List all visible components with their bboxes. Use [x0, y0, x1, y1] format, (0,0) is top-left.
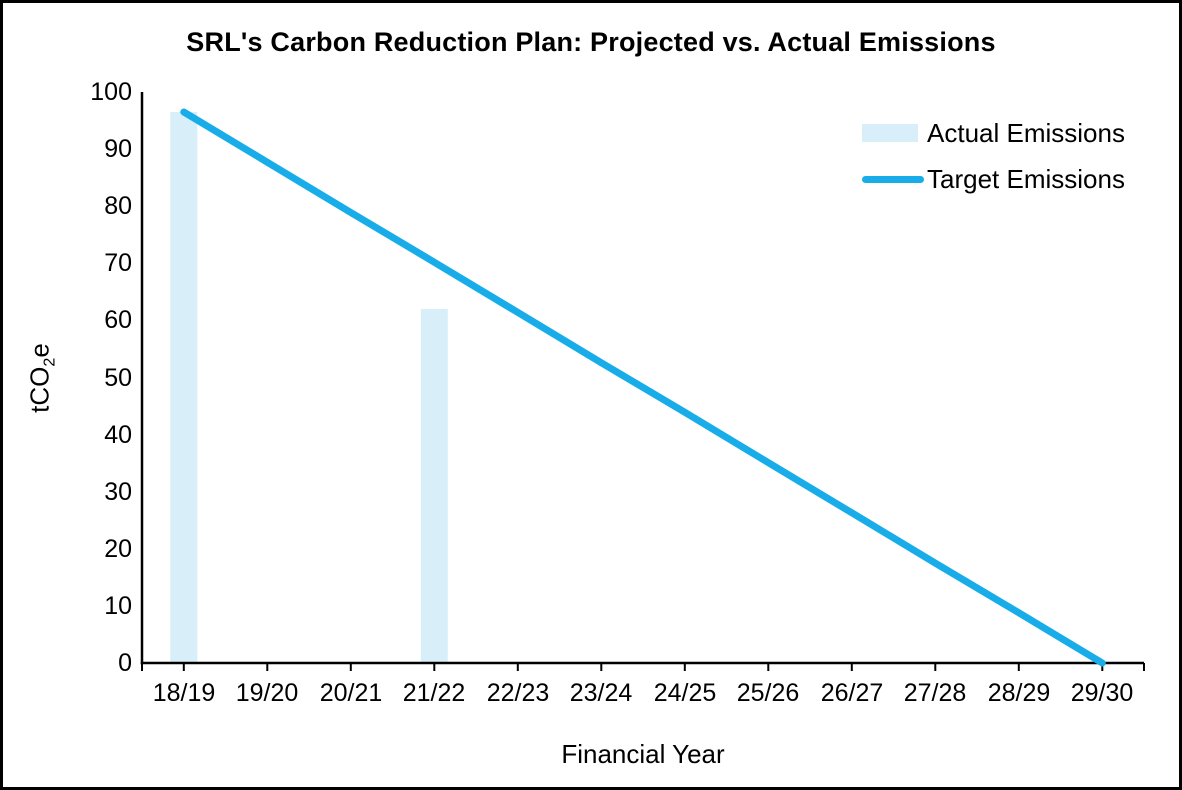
legend-label-actual-emissions: Actual Emissions: [927, 117, 1125, 148]
x-axis-tick-label: 18/19: [152, 679, 216, 707]
x-axis-tick-label: 21/22: [402, 679, 466, 707]
x-axis-tick-label: 19/20: [235, 679, 299, 707]
y-axis-title-text: tCO: [24, 366, 55, 413]
x-axis-tick-label: 26/27: [820, 679, 884, 707]
y-axis-tick-label: 50: [104, 364, 132, 392]
x-axis-title: Financial Year: [561, 739, 725, 769]
actual-emissions-bar: [420, 309, 448, 663]
y-axis-tick-label: 0: [118, 649, 132, 677]
legend-item-actual-emissions: Actual Emissions: [862, 118, 1125, 148]
legend: Actual Emissions Target Emissions: [862, 118, 1125, 194]
x-axis-tick-label: 24/25: [653, 679, 717, 707]
legend-label-target-emissions: Target Emissions: [927, 163, 1125, 194]
y-axis-title: tCO2e: [24, 343, 59, 413]
y-axis-title-subscript: 2: [40, 357, 59, 367]
y-axis-tick-label: 70: [104, 249, 132, 277]
x-axis-tick-label: 28/29: [987, 679, 1051, 707]
x-axis-tick-label: 29/30: [1070, 679, 1134, 707]
target-emissions-swatch-icon: [862, 175, 924, 183]
y-axis-title-suffix: e: [24, 343, 55, 358]
actual-emissions-bar: [170, 112, 198, 663]
chart-title: SRL's Carbon Reduction Plan: Projected v…: [186, 27, 996, 57]
y-axis-tick-label: 10: [104, 592, 132, 620]
y-axis-tick-label: 40: [104, 421, 132, 449]
y-axis-tick-label: 90: [104, 135, 132, 163]
y-axis-tick-label: 80: [104, 192, 132, 220]
target-emissions-line: [180, 108, 1106, 667]
legend-item-target-emissions: Target Emissions: [862, 164, 1125, 194]
x-axis-tick-label: 27/28: [903, 679, 967, 707]
x-axis-tick-label: 20/21: [319, 679, 383, 707]
x-axis-tick-label: 25/26: [736, 679, 800, 707]
y-axis-tick-label: 60: [104, 306, 132, 334]
actual-emissions-swatch-icon: [862, 124, 918, 142]
x-axis-tick-label: 23/24: [569, 679, 633, 707]
y-axis-tick-label: 100: [90, 78, 132, 106]
x-axis-tick-label: 22/23: [486, 679, 550, 707]
y-axis-tick-label: 30: [104, 478, 132, 506]
y-axis-tick-label: 20: [104, 535, 132, 563]
